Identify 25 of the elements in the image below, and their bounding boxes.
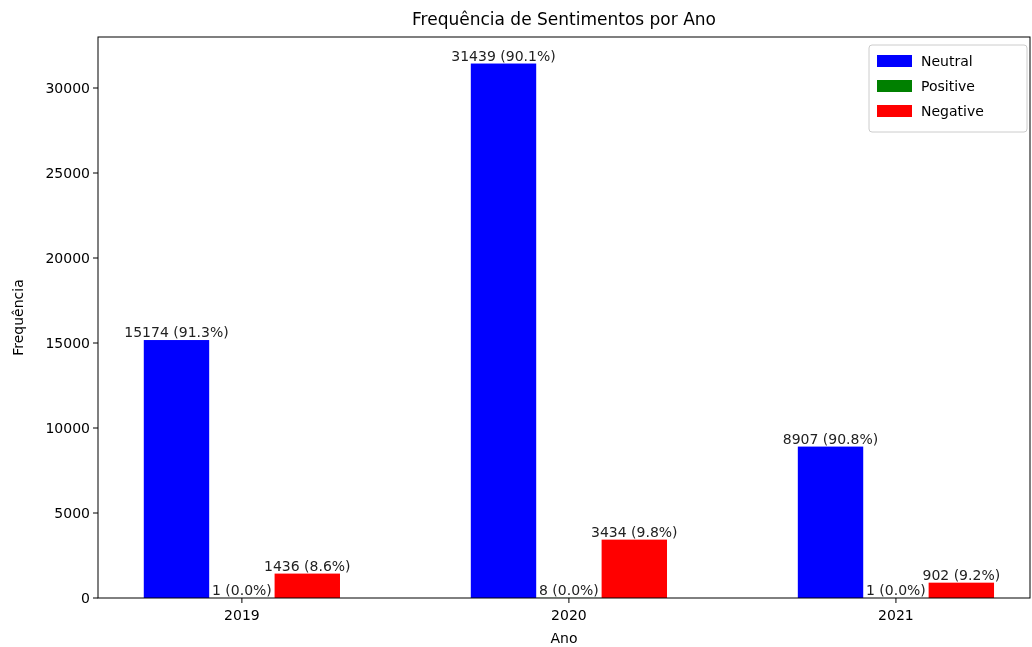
data-label: 8907 (90.8%) bbox=[782, 430, 879, 447]
y-tick-label: 20000 bbox=[45, 249, 90, 266]
x-tick-label: 2019 bbox=[224, 607, 260, 623]
y-tick-label: 0 bbox=[81, 589, 90, 606]
data-label: 31439 (90.1%) bbox=[451, 47, 556, 64]
data-label: 1436 (8.6%) bbox=[264, 557, 351, 574]
legend-label: Positive bbox=[921, 78, 975, 94]
y-tick-label: 10000 bbox=[45, 419, 90, 436]
data-label: 902 (9.2%) bbox=[922, 566, 1001, 583]
legend-label: Neutral bbox=[921, 53, 973, 69]
legend-label: Negative bbox=[921, 103, 984, 119]
y-tick-label: 15000 bbox=[45, 334, 90, 351]
y-tick-label: 5000 bbox=[54, 504, 90, 521]
x-axis-title: Ano bbox=[550, 630, 578, 646]
y-axis-title: Frequência bbox=[10, 279, 26, 356]
x-tick-label: 2020 bbox=[551, 607, 587, 623]
data-label: 1 (0.0%) bbox=[211, 581, 272, 598]
y-tick-label: 30000 bbox=[45, 79, 90, 96]
x-tick-label: 2021 bbox=[878, 607, 914, 623]
data-label: 1 (0.0%) bbox=[865, 581, 926, 598]
data-label: 3434 (9.8%) bbox=[591, 523, 678, 540]
y-tick-label: 25000 bbox=[45, 164, 90, 181]
data-label: 8 (0.0%) bbox=[538, 581, 599, 598]
data-label: 15174 (91.3%) bbox=[124, 324, 229, 341]
chart-title: Frequência de Sentimentos por Ano bbox=[412, 9, 716, 29]
